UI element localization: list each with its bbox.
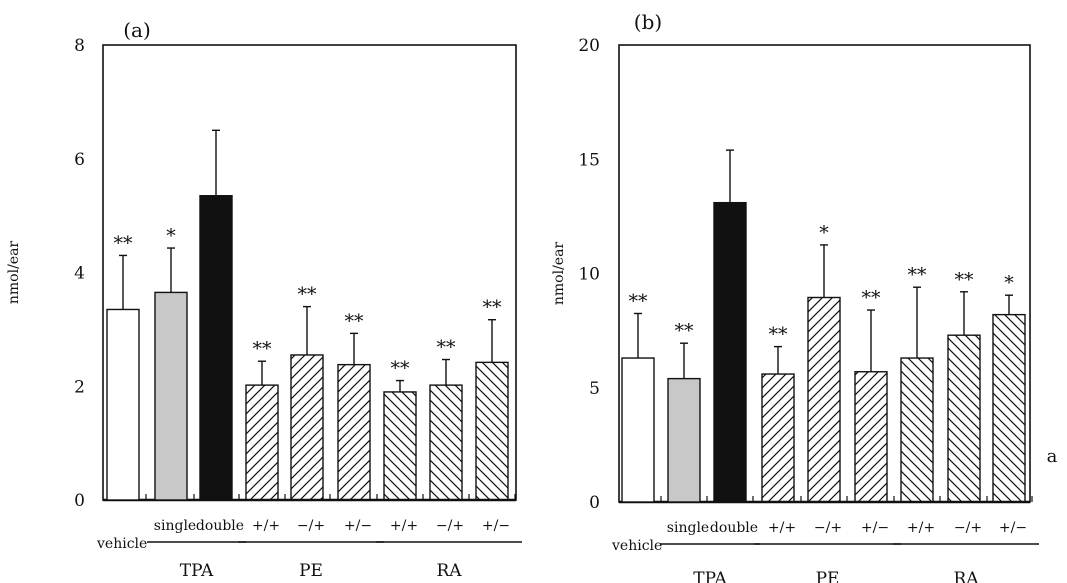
bar bbox=[621, 357, 655, 503]
bar bbox=[106, 308, 140, 501]
significance-label: * bbox=[166, 225, 176, 247]
y-tick-label: 0 bbox=[589, 493, 600, 513]
vehicle-label: vehicle bbox=[96, 536, 147, 552]
y-tick-label: 10 bbox=[578, 265, 600, 285]
significance-label: * bbox=[1004, 272, 1014, 294]
category-label: +/+ bbox=[252, 518, 280, 534]
bar bbox=[761, 373, 795, 503]
category-label: +/+ bbox=[907, 520, 935, 536]
bar bbox=[154, 291, 188, 501]
group-label: TPA bbox=[180, 561, 214, 581]
significance-label: ** bbox=[675, 320, 695, 342]
bar bbox=[854, 371, 888, 503]
significance-label: ** bbox=[437, 337, 457, 359]
significance-label: ** bbox=[862, 287, 882, 309]
category-label: single bbox=[667, 520, 709, 536]
bar bbox=[290, 354, 324, 501]
group-label: RA bbox=[953, 569, 979, 583]
y-axis-label: nmol/ear bbox=[6, 241, 22, 305]
group-label: PE bbox=[299, 561, 323, 581]
y-axis-label: nmol/ear bbox=[551, 242, 567, 306]
significance-label: * bbox=[819, 222, 829, 244]
bar bbox=[337, 363, 371, 501]
y-tick-label: 2 bbox=[74, 377, 85, 397]
y-tick-label: 15 bbox=[578, 150, 600, 170]
margin-note: a bbox=[1047, 446, 1058, 467]
group-label: PE bbox=[816, 569, 840, 583]
category-label: −/+ bbox=[436, 518, 464, 534]
y-tick-label: 4 bbox=[74, 264, 85, 284]
category-label: +/− bbox=[482, 518, 510, 534]
bar bbox=[199, 195, 233, 501]
significance-label: ** bbox=[769, 324, 789, 346]
category-label: +/+ bbox=[768, 520, 796, 536]
y-tick-label: 5 bbox=[589, 379, 600, 399]
bar bbox=[667, 377, 701, 503]
bar bbox=[475, 361, 509, 501]
significance-label: ** bbox=[345, 310, 365, 332]
bar bbox=[992, 313, 1026, 503]
category-label: +/− bbox=[999, 520, 1027, 536]
category-label: +/− bbox=[861, 520, 889, 536]
bar bbox=[713, 201, 747, 503]
category-label: −/+ bbox=[954, 520, 982, 536]
y-tick-label: 8 bbox=[74, 36, 85, 56]
bar bbox=[900, 357, 934, 503]
category-label: −/+ bbox=[814, 520, 842, 536]
category-label: double bbox=[196, 518, 244, 534]
bar bbox=[947, 334, 981, 503]
bar bbox=[245, 384, 279, 501]
y-tick-label: 20 bbox=[578, 36, 600, 56]
panel-label: (a) bbox=[123, 18, 151, 42]
category-label: single bbox=[154, 518, 196, 534]
significance-label: ** bbox=[955, 269, 975, 291]
category-label: +/+ bbox=[390, 518, 418, 534]
group-label: TPA bbox=[693, 569, 727, 583]
group-label: RA bbox=[436, 561, 462, 581]
significance-label: ** bbox=[253, 338, 273, 360]
significance-label: ** bbox=[483, 297, 503, 319]
category-label: +/− bbox=[344, 518, 372, 534]
significance-label: ** bbox=[114, 232, 134, 254]
significance-label: ** bbox=[391, 358, 411, 380]
bar bbox=[807, 296, 841, 503]
significance-label: ** bbox=[298, 284, 318, 306]
category-label: double bbox=[710, 520, 758, 536]
y-tick-label: 6 bbox=[74, 150, 85, 170]
bar bbox=[383, 391, 417, 501]
y-tick-label: 0 bbox=[74, 491, 85, 511]
vehicle-label: vehicle bbox=[611, 538, 662, 554]
category-label: −/+ bbox=[297, 518, 325, 534]
bar bbox=[429, 384, 463, 501]
significance-label: ** bbox=[908, 264, 928, 286]
panel-label: (b) bbox=[634, 10, 662, 34]
significance-label: ** bbox=[629, 290, 649, 312]
